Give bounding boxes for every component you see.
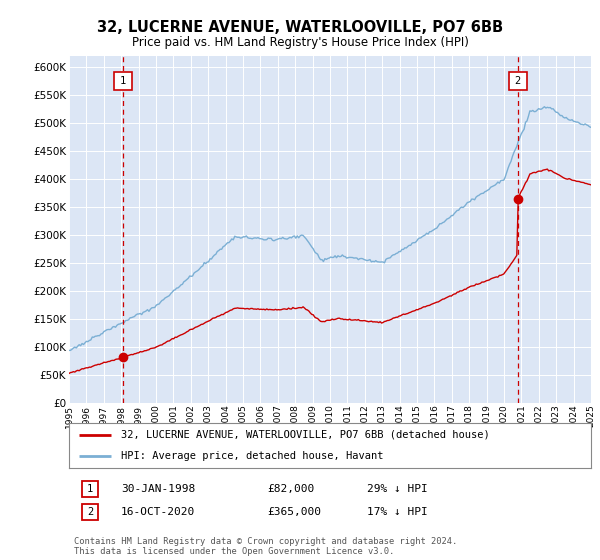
- Text: 2: 2: [515, 76, 521, 86]
- Text: 1: 1: [119, 76, 126, 86]
- Text: 32, LUCERNE AVENUE, WATERLOOVILLE, PO7 6BB: 32, LUCERNE AVENUE, WATERLOOVILLE, PO7 6…: [97, 20, 503, 35]
- Text: 32, LUCERNE AVENUE, WATERLOOVILLE, PO7 6BB (detached house): 32, LUCERNE AVENUE, WATERLOOVILLE, PO7 6…: [121, 430, 490, 440]
- Text: 17% ↓ HPI: 17% ↓ HPI: [367, 507, 427, 517]
- Text: 30-JAN-1998: 30-JAN-1998: [121, 484, 196, 494]
- Text: Contains HM Land Registry data © Crown copyright and database right 2024.
This d: Contains HM Land Registry data © Crown c…: [74, 536, 457, 556]
- Text: 16-OCT-2020: 16-OCT-2020: [121, 507, 196, 517]
- Text: 2: 2: [87, 507, 93, 517]
- Text: HPI: Average price, detached house, Havant: HPI: Average price, detached house, Hava…: [121, 450, 384, 460]
- Text: £82,000: £82,000: [268, 484, 314, 494]
- Text: 1: 1: [87, 484, 93, 494]
- Text: £365,000: £365,000: [268, 507, 322, 517]
- Text: 29% ↓ HPI: 29% ↓ HPI: [367, 484, 427, 494]
- Text: Price paid vs. HM Land Registry's House Price Index (HPI): Price paid vs. HM Land Registry's House …: [131, 36, 469, 49]
